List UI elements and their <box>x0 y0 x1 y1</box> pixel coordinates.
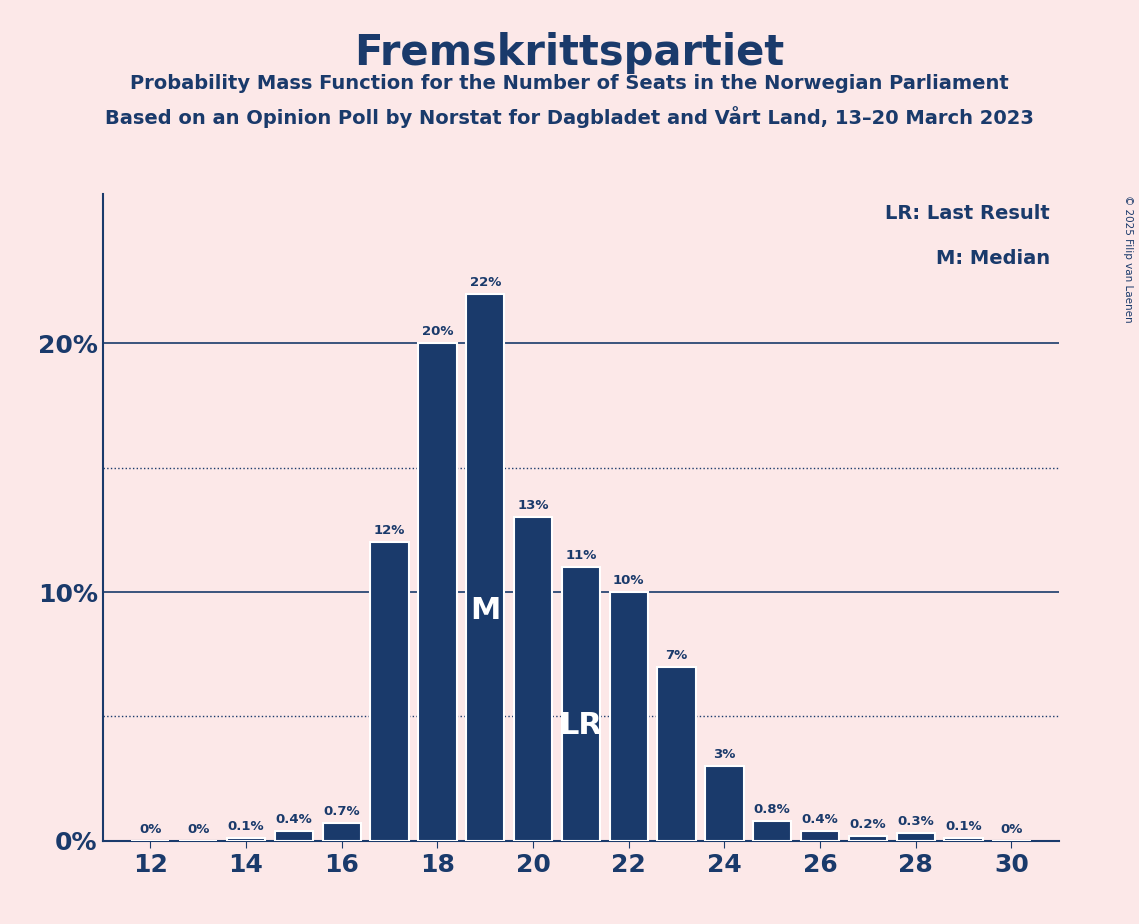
Bar <box>849 836 887 841</box>
Text: 13%: 13% <box>517 500 549 513</box>
Text: 0.4%: 0.4% <box>802 813 838 826</box>
Text: 10%: 10% <box>613 574 645 587</box>
Bar <box>466 294 505 841</box>
Bar <box>944 838 983 841</box>
Text: 0.1%: 0.1% <box>945 821 982 833</box>
Bar <box>227 838 265 841</box>
Bar <box>705 766 744 841</box>
Text: Probability Mass Function for the Number of Seats in the Norwegian Parliament: Probability Mass Function for the Number… <box>130 74 1009 93</box>
Text: 0.1%: 0.1% <box>228 821 264 833</box>
Bar <box>657 667 696 841</box>
Text: 0.7%: 0.7% <box>323 806 360 819</box>
Text: 0.3%: 0.3% <box>898 815 934 829</box>
Text: LR: Last Result: LR: Last Result <box>885 204 1050 223</box>
Bar <box>801 831 839 841</box>
Text: © 2025 Filip van Laenen: © 2025 Filip van Laenen <box>1123 195 1133 322</box>
Text: Fremskrittspartiet: Fremskrittspartiet <box>354 32 785 74</box>
Text: 0%: 0% <box>139 823 162 836</box>
Text: M: Median: M: Median <box>935 249 1050 268</box>
Bar <box>609 592 648 841</box>
Text: 0%: 0% <box>1000 823 1023 836</box>
Text: Based on an Opinion Poll by Norstat for Dagbladet and Vårt Land, 13–20 March 202: Based on an Opinion Poll by Norstat for … <box>105 106 1034 128</box>
Bar <box>322 823 361 841</box>
Bar <box>753 821 792 841</box>
Bar <box>562 567 600 841</box>
Text: 11%: 11% <box>565 549 597 562</box>
Text: 12%: 12% <box>374 524 405 538</box>
Bar <box>896 833 935 841</box>
Bar <box>418 344 457 841</box>
Text: 0.8%: 0.8% <box>754 803 790 816</box>
Text: 22%: 22% <box>469 275 501 288</box>
Text: LR: LR <box>559 711 603 740</box>
Text: M: M <box>470 597 500 626</box>
Bar <box>514 517 552 841</box>
Text: 7%: 7% <box>665 649 688 662</box>
Text: 0.4%: 0.4% <box>276 813 312 826</box>
Text: 20%: 20% <box>421 325 453 338</box>
Bar <box>370 542 409 841</box>
Bar <box>274 831 313 841</box>
Text: 0.2%: 0.2% <box>850 818 886 831</box>
Text: 0%: 0% <box>187 823 210 836</box>
Text: 3%: 3% <box>713 748 736 761</box>
